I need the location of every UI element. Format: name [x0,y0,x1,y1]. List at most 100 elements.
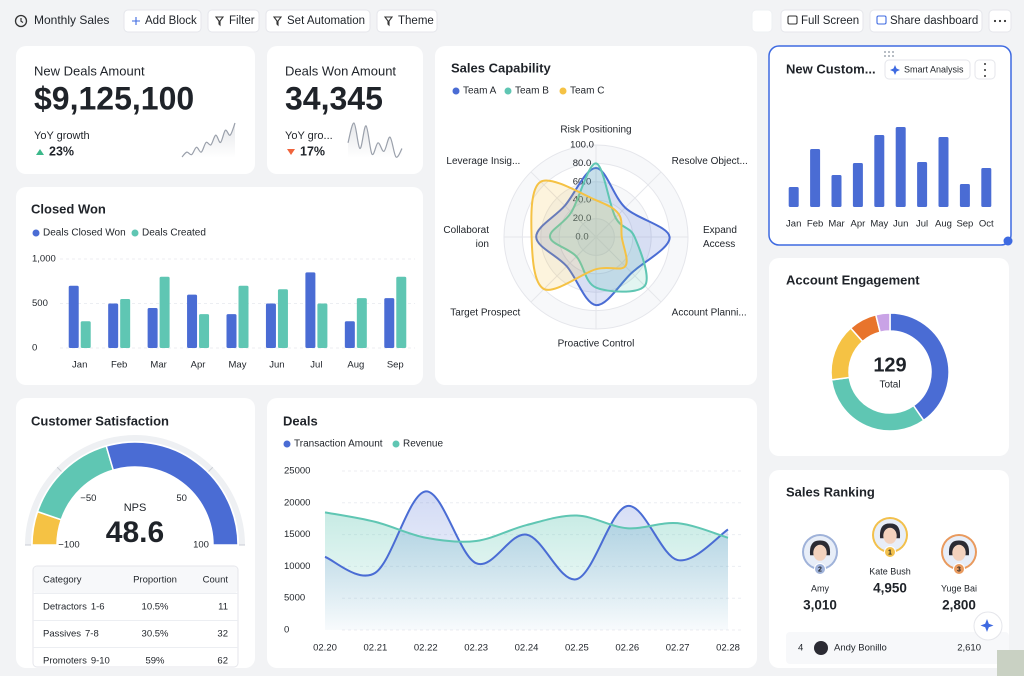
radar-area [530,179,628,291]
radar-tick-label: 80.0 [573,158,592,169]
toolbar-button-label: Share dashboard [890,15,978,27]
drag-handle-dot [892,51,894,53]
bar [831,175,842,207]
radar-spoke [595,171,662,238]
table-header [33,566,238,594]
toolbar-button[interactable] [376,9,438,33]
gauge-segment [105,441,239,546]
radar-tick-label: 40.0 [573,195,592,206]
legend-dot [131,229,139,237]
legend-dot [283,440,291,448]
radar-indicator-label: Expand Access [703,225,740,250]
x-tick-label: Jul [916,219,928,230]
x-tick-label: Jul [310,360,322,371]
x-tick-label: Feb [807,219,823,230]
ranking-name: Amy [811,583,830,593]
chart-card [768,45,1012,246]
gauge-tick [56,466,62,472]
gauge-tick-label: 100 [193,540,209,551]
toolbar-button[interactable] [780,9,864,33]
button-icon [876,15,887,25]
growth-label: YoY gro... [285,130,333,142]
x-tick-label: Apr [851,219,866,230]
table-cell: 10.5% [142,602,169,613]
sparkline [181,122,236,158]
chart-title: Customer Satisfaction [31,413,169,428]
radar-indicator-label: Target Prospect [450,307,520,318]
x-tick-label: Sep [387,360,404,371]
radar-tick-label: 100.0 [570,140,594,151]
toolbar-button[interactable] [207,9,260,33]
growth-value: 23% [49,144,74,158]
y-tick-label: 20000 [284,497,310,508]
bar [981,168,992,207]
x-tick-label: 02.27 [666,643,690,654]
gauge-tick-label: −100 [58,540,79,551]
x-tick-label: 02.26 [615,643,639,654]
avatar-face [813,544,827,561]
ranking-amount: 2,800 [942,598,976,613]
y-tick-label: 5000 [284,593,305,604]
table-cell: 30.5% [142,629,169,640]
x-tick-label: 02.25 [565,643,589,654]
corner-thumbnail [997,650,1024,676]
radar-tick-label: 20.0 [573,213,592,224]
legend-label: Deals Created [142,228,206,239]
x-tick-label: Jan [72,360,87,371]
legend-dot [559,87,567,95]
button-icon [272,16,283,27]
bar [277,289,288,348]
rank-badge-label: 1 [888,549,892,556]
bar [120,299,131,348]
toolbar-button[interactable] [123,9,202,33]
table-cell-range: 9-10 [91,656,110,667]
ranking-row-rank: 4 [798,643,803,654]
bar [238,285,249,348]
table-cell: Promoters [43,656,87,667]
y-tick-label: 0 [284,625,289,636]
y-tick-label: 15000 [284,529,310,540]
y-tick-label: 0 [32,343,37,354]
y-tick-label: 10000 [284,561,310,572]
x-tick-label: 02.24 [515,643,539,654]
bar [305,272,316,348]
table-cell: 11 [218,602,228,613]
resize-handle[interactable] [1003,236,1013,246]
button-icon [214,16,225,27]
y-tick-label: 500 [32,298,48,309]
radar-indicator-label: Collaborat ion [443,225,489,250]
table-header-cell: Proportion [133,575,177,586]
rank-badge [814,563,826,575]
toolbar-button[interactable] [265,9,371,33]
legend-label: Team B [515,86,549,97]
kpi-title: New Deals Amount [34,63,145,78]
x-tick-label: Feb [111,360,127,371]
donut-segment [874,312,891,334]
smart-analysis-button[interactable] [884,59,971,80]
table-cell: 32 [217,629,228,640]
toolbar-button-label: Add Block [145,15,197,27]
growth-label: YoY growth [34,130,90,142]
gauge-tick-label: −50 [80,493,96,504]
table-cell-range: 7-8 [85,629,99,640]
bar [938,137,949,207]
toolbar-button[interactable] [751,9,773,33]
growth-value: 17% [300,144,325,158]
radar-spoke [530,236,597,303]
ranking-amount: 3,010 [803,598,837,613]
ranking-row-name: Andy Bonillo [834,643,887,654]
chart-title: Closed Won [31,201,106,216]
table-header-cell: Category [43,575,82,586]
bar [108,303,119,348]
drag-handle-dot [884,51,886,53]
radar-spoke [530,171,597,238]
legend-dot [452,87,460,95]
x-tick-label: Jan [786,219,801,230]
bar [265,303,276,348]
sparkline [347,122,403,158]
rank-badge [884,546,896,558]
menu-dot [984,69,986,71]
bar [344,321,355,348]
toolbar-button[interactable] [869,9,983,33]
